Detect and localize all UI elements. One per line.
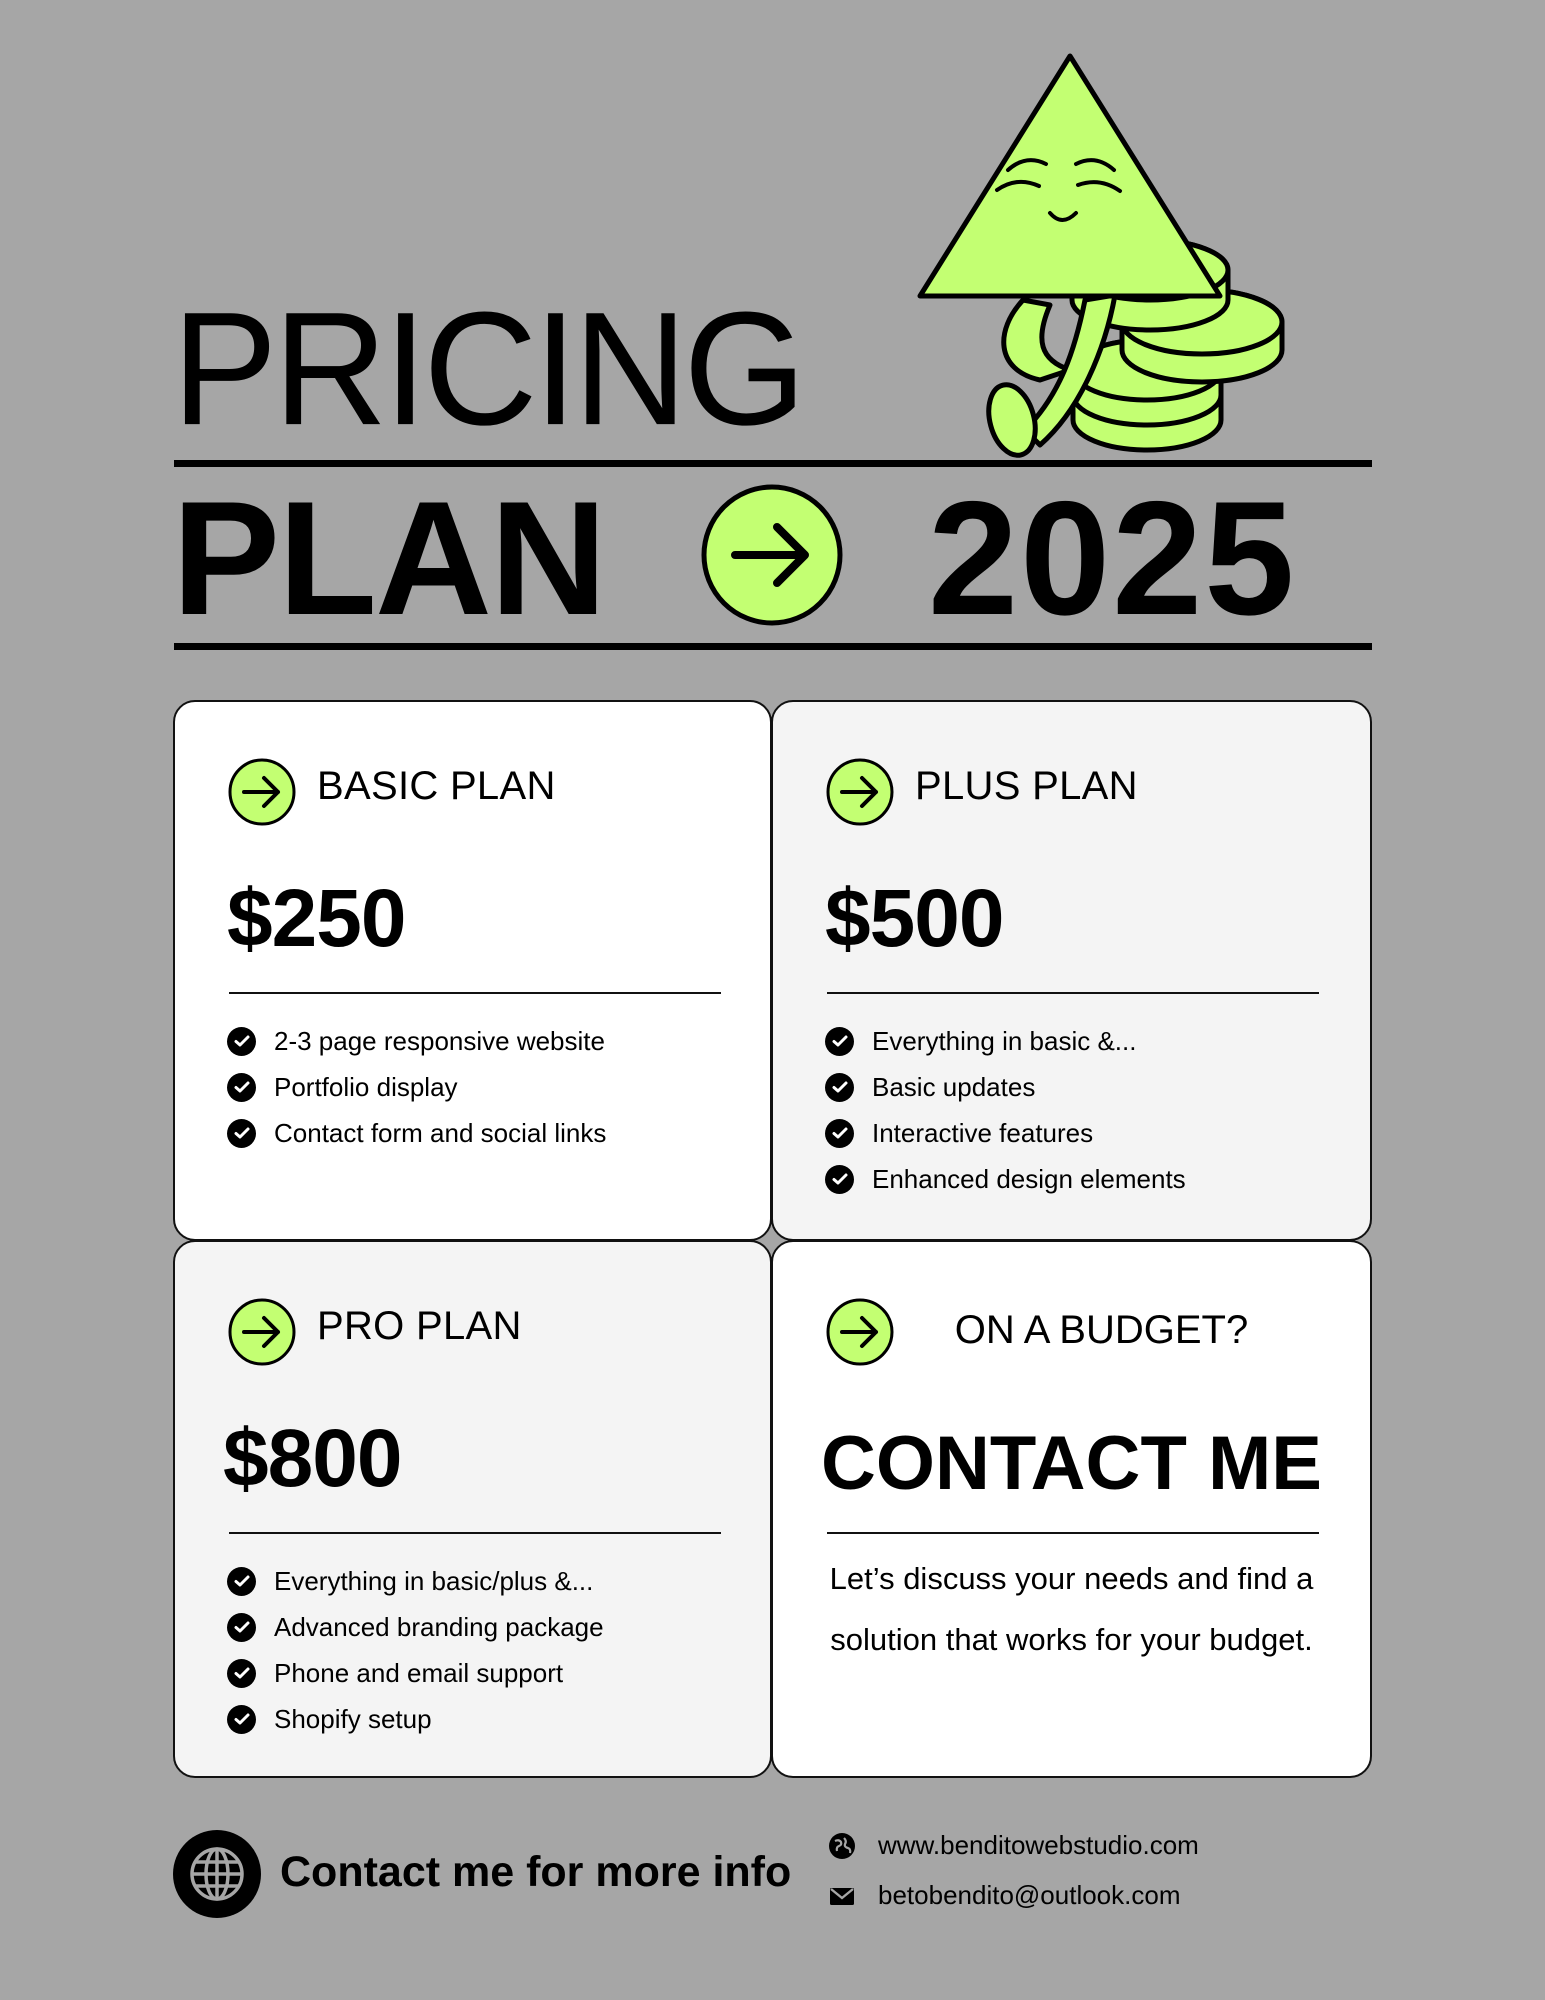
list-item: Phone and email support — [227, 1650, 604, 1696]
feature-text: Everything in basic/plus &... — [274, 1565, 594, 1596]
check-circle-icon — [825, 1026, 854, 1056]
list-item: Basic updates — [825, 1064, 1186, 1110]
plan-feature-list: Everything in basic &... Basic updates I… — [825, 1018, 1186, 1202]
title-plan: PLAN — [172, 468, 607, 649]
list-item: Interactive features — [825, 1110, 1186, 1156]
check-circle-icon — [227, 1566, 256, 1596]
list-item: Shopify setup — [227, 1696, 604, 1742]
budget-card: ON A BUDGET? CONTACT ME Let’s discuss yo… — [771, 1240, 1372, 1778]
email-link[interactable]: betobendito@outlook.com — [878, 1880, 1181, 1910]
plan-name: PLUS PLAN — [915, 764, 1138, 808]
budget-description: Let’s discuss your needs and find a solu… — [829, 1561, 1314, 1657]
list-item: 2-3 page responsive website — [227, 1018, 606, 1064]
plan-price: $800 — [223, 1413, 402, 1504]
plan-divider — [229, 992, 721, 994]
arrow-right-circle-icon — [701, 484, 843, 626]
plan-feature-list: Everything in basic/plus &... Advanced b… — [227, 1558, 604, 1742]
check-circle-icon — [227, 1658, 256, 1688]
budget-divider — [827, 1532, 1319, 1534]
list-item: Advanced branding package — [227, 1604, 604, 1650]
title-pricing: PRICING — [172, 279, 806, 459]
budget-title: ON A BUDGET? — [954, 1308, 1249, 1352]
email-contact[interactable]: betobendito@outlook.com — [828, 1880, 1180, 1911]
arrow-right-circle-icon — [826, 758, 894, 826]
header-rule-bottom — [174, 643, 1372, 650]
website-link[interactable]: www.benditowebstudio.com — [878, 1830, 1199, 1860]
plan-card-plus: PLUS PLAN $500 Everything in basic &... … — [771, 700, 1372, 1241]
feature-text: Advanced branding package — [274, 1611, 604, 1642]
plan-divider — [827, 992, 1319, 994]
website-contact[interactable]: www.benditowebstudio.com — [828, 1830, 1199, 1861]
feature-text: Everything in basic &... — [872, 1025, 1137, 1056]
check-circle-icon — [227, 1026, 256, 1056]
contact-me-heading: CONTACT ME — [821, 1421, 1322, 1506]
list-item: Enhanced design elements — [825, 1156, 1186, 1202]
check-circle-icon — [227, 1118, 256, 1148]
arrow-right-circle-icon — [826, 1298, 894, 1366]
mascot-triangle-coins-icon — [917, 53, 1285, 458]
check-circle-icon — [825, 1072, 854, 1102]
arrow-right-circle-icon — [228, 758, 296, 826]
check-circle-icon — [227, 1704, 256, 1734]
arrow-right-circle-icon — [228, 1298, 296, 1366]
check-circle-icon — [825, 1118, 854, 1148]
list-item: Everything in basic/plus &... — [227, 1558, 604, 1604]
plan-card-pro: PRO PLAN $800 Everything in basic/plus &… — [173, 1240, 772, 1778]
title-year: 2025 — [928, 468, 1297, 649]
feature-text: Contact form and social links — [274, 1117, 607, 1148]
globe-icon — [173, 1830, 261, 1918]
feature-text: Phone and email support — [274, 1657, 564, 1688]
plan-card-basic: BASIC PLAN $250 2-3 page responsive webs… — [173, 700, 772, 1241]
feature-text: Portfolio display — [274, 1071, 458, 1102]
feature-text: Basic updates — [872, 1071, 1036, 1102]
list-item: Everything in basic &... — [825, 1018, 1186, 1064]
header-rule-top — [174, 460, 1372, 467]
mail-icon — [830, 1887, 854, 1905]
feature-text: Shopify setup — [274, 1703, 432, 1734]
plan-price: $250 — [227, 873, 406, 964]
check-circle-icon — [227, 1612, 256, 1642]
plan-name: BASIC PLAN — [317, 764, 556, 808]
footer-contact-cta: Contact me for more info — [280, 1848, 792, 1896]
plan-price: $500 — [825, 873, 1004, 964]
plan-feature-list: 2-3 page responsive website Portfolio di… — [227, 1018, 606, 1156]
list-item: Portfolio display — [227, 1064, 606, 1110]
plan-name: PRO PLAN — [317, 1304, 522, 1348]
list-item: Contact form and social links — [227, 1110, 606, 1156]
feature-text: Enhanced design elements — [872, 1163, 1186, 1194]
feature-text: Interactive features — [872, 1117, 1094, 1148]
check-circle-icon — [825, 1164, 854, 1194]
check-circle-icon — [227, 1072, 256, 1102]
plan-divider — [229, 1532, 721, 1534]
web-icon — [829, 1832, 855, 1859]
feature-text: 2-3 page responsive website — [274, 1025, 605, 1056]
